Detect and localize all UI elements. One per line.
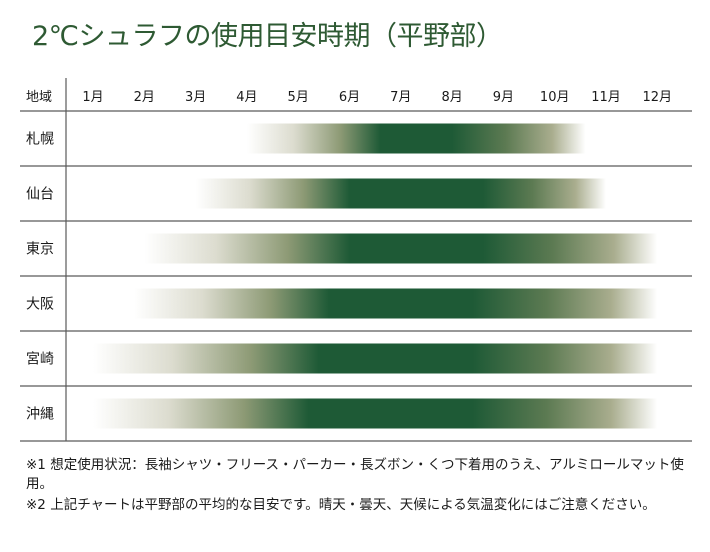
chart-title: 2℃シュラフの使用目安時期（平野部） <box>32 21 503 52</box>
month-label: 5月 <box>288 90 309 105</box>
month-label: 2月 <box>134 90 155 105</box>
month-label: 12月 <box>643 90 673 105</box>
region-label: 札幌 <box>26 132 54 148</box>
region-label: 沖縄 <box>26 407 54 423</box>
month-label: 9月 <box>493 90 514 105</box>
month-label: 8月 <box>441 90 462 105</box>
month-label: 1月 <box>82 90 103 105</box>
footnotes: ※1 想定使用状況：長袖シャツ・フリース・パーカー・長ズボン・くつ下着用のうえ、… <box>26 456 696 517</box>
region-label: 仙台 <box>26 187 54 203</box>
usage-bar <box>134 288 658 319</box>
usage-bar <box>246 123 586 154</box>
region-label: 宮崎 <box>26 352 54 368</box>
usage-bar <box>93 343 658 374</box>
usage-bar <box>93 398 658 429</box>
footnote-2: ※2 上記チャートは平野部の平均的な目安です。晴天・曇天、天候による気温変化には… <box>26 497 656 513</box>
header-label: 地域 <box>26 90 52 105</box>
month-label: 3月 <box>185 90 206 105</box>
month-label: 7月 <box>390 90 411 105</box>
month-label: 6月 <box>339 90 360 105</box>
region-label: 東京 <box>26 242 54 258</box>
usage-bar <box>195 178 606 209</box>
month-label: 11月 <box>591 90 621 105</box>
footnote-1: ※1 想定使用状況：長袖シャツ・フリース・パーカー・長ズボン・くつ下着用のうえ、… <box>26 457 684 492</box>
usage-bar <box>144 233 658 264</box>
month-label: 10月 <box>540 90 570 105</box>
month-label: 4月 <box>236 90 257 105</box>
region-label: 大阪 <box>26 297 54 313</box>
